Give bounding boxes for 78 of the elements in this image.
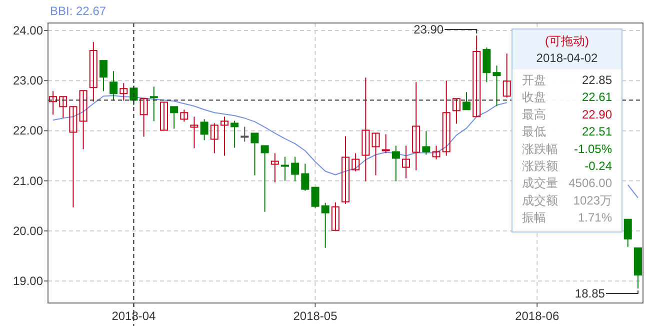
candlestick — [362, 77, 370, 182]
candlestick — [190, 116, 198, 149]
x-tick-label: 2018-05 — [293, 309, 338, 323]
annotation: 1.71% — [578, 210, 612, 225]
annotation: 振幅 — [522, 210, 546, 225]
y-tick-label: 19.00 — [12, 274, 44, 288]
annotation: 4506.00 — [568, 176, 612, 190]
annotation: 最高 — [522, 107, 546, 122]
candlestick — [352, 152, 360, 172]
annotation: 收盘 — [522, 90, 546, 104]
annotation: 22.61 — [582, 90, 612, 104]
candlestick — [462, 92, 471, 110]
annotation: (可拖动) — [545, 34, 589, 48]
annotation: 2018-04-02 — [536, 51, 598, 65]
candlestick — [372, 132, 380, 176]
candlestick — [624, 218, 632, 248]
candlestick — [342, 136, 350, 204]
candlestick — [280, 156, 289, 182]
candlestick — [250, 132, 259, 176]
candlestick — [311, 186, 320, 208]
candlestick — [220, 116, 228, 156]
candlestick — [472, 35, 481, 118]
candlestick — [301, 163, 310, 192]
candlestick — [180, 109, 188, 122]
annotation: 最低 — [522, 124, 546, 139]
y-tick-label: 22.00 — [12, 124, 44, 138]
annotation: 1023万 — [573, 193, 612, 208]
candlestick — [291, 156, 300, 182]
annotation: 18.85 — [574, 286, 606, 300]
candlestick — [412, 82, 420, 171]
annotation: 成交额 — [522, 193, 558, 208]
candlestick — [321, 202, 330, 248]
candlestick — [432, 145, 440, 160]
candlestick — [402, 145, 410, 179]
candlestick — [59, 96, 68, 118]
candlestick — [79, 90, 88, 150]
annotation: 22.85 — [582, 73, 612, 87]
annotation: 22.51 — [582, 124, 612, 139]
candlestick — [200, 118, 208, 141]
annotation: 22.90 — [582, 107, 612, 122]
y-tick-label: 20.00 — [12, 224, 44, 238]
candlestick — [331, 202, 340, 231]
candlestick — [240, 126, 249, 142]
annotation: 23.90 — [414, 22, 444, 37]
annotation: -0.24 — [584, 159, 612, 173]
annotation: -1.05% — [574, 142, 612, 156]
y-tick-label: 21.00 — [12, 174, 44, 188]
candlestick — [210, 122, 218, 154]
candlestick — [69, 106, 78, 208]
candlestick — [270, 152, 279, 183]
candlestick — [49, 90, 58, 116]
y-tick-label: 24.00 — [12, 24, 44, 38]
annotation: 涨跌额 — [522, 159, 558, 173]
candlestick — [492, 65, 501, 107]
y-tick-label: 23.00 — [12, 74, 44, 88]
x-tick-label: 2018-06 — [515, 309, 560, 323]
annotation: 涨跌幅 — [522, 142, 558, 156]
candlestick — [160, 102, 168, 131]
chart-title: BBI: 22.67 — [50, 4, 106, 18]
candlestick — [442, 80, 450, 156]
candlestick — [230, 120, 239, 148]
candlestick — [382, 134, 390, 154]
candlestick — [452, 98, 460, 124]
candlestick — [150, 86, 158, 122]
candlestick — [502, 53, 511, 98]
candlestick — [392, 145, 400, 182]
candlestick — [89, 42, 98, 102]
x-tick-label: 2018-04 — [112, 309, 156, 323]
candlestick — [170, 106, 178, 130]
annotation: 开盘 — [522, 73, 546, 87]
candlestick — [260, 145, 269, 212]
candlestick — [110, 70, 118, 102]
candlestick — [99, 60, 108, 92]
candlestick — [140, 98, 148, 138]
candlestick — [120, 82, 128, 102]
annotation: 成交量 — [522, 176, 558, 190]
candlestick — [422, 130, 430, 156]
candlestick — [482, 47, 491, 83]
